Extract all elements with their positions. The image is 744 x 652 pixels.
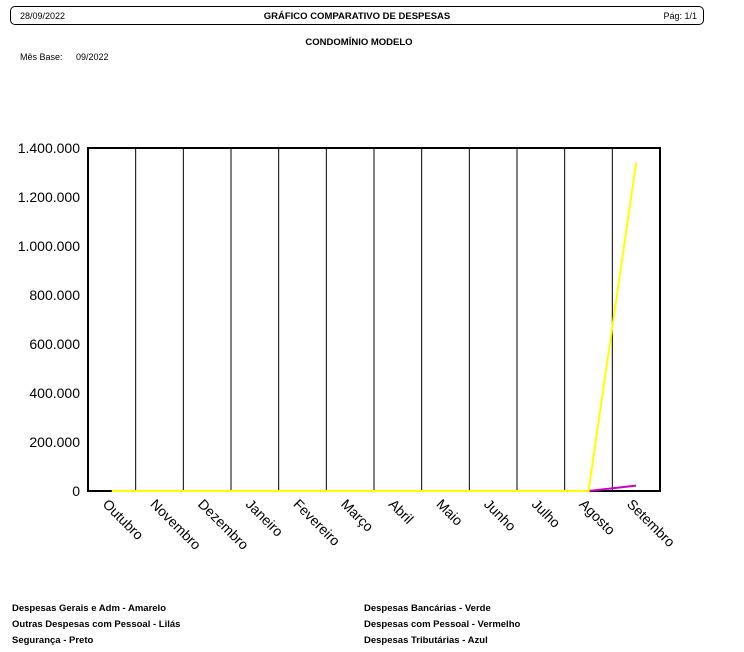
x-tick-label: Maio [433,496,466,529]
x-tick-label: Julho [529,496,564,531]
report-title: GRÁFICO COMPARATIVO DE DESPESAS [263,11,451,22]
y-tick-label: 600.000 [29,336,80,352]
base-month-label: Mês Base: [20,52,63,62]
legend-item: Despesas Gerais e Adm - Amarelo [12,603,167,614]
x-tick-label: Junho [481,496,519,534]
report-header: 28/09/2022 GRÁFICO COMPARATIVO DE DESPES… [10,6,704,25]
legend-item: Despesas Tributárias - Azul [364,635,488,646]
condominium-name: CONDOMÍNIO MODELO [305,37,413,48]
series-line [111,162,638,492]
legend-item: Outras Despesas com Pessoal - Lilás [12,619,181,630]
legend-item: Segurança - Preto [12,635,94,646]
y-tick-label: 1.000.000 [18,238,80,254]
x-tick-label: Setembro [624,496,678,550]
x-tick-label: Fevereiro [290,496,343,549]
y-tick-label: 800.000 [29,287,80,303]
x-tick-label: Abril [386,496,417,527]
y-tick-label: 1.400.000 [18,140,80,156]
base-month-value: 09/2022 [76,52,109,62]
y-tick-label: 1.200.000 [18,189,80,205]
y-tick-label: 400.000 [29,385,80,401]
legend-item: Despesas Bancárias - Verde [364,603,491,614]
expense-line-chart: 0 200.000 400.000 600.000 800.000 1.000.000 1.… [18,140,679,553]
x-tick-label: Janeiro [243,496,287,540]
x-tick-label: Agosto [576,496,618,538]
legend-item: Despesas com Pessoal - Vermelho [364,619,521,630]
x-tick-label: Outubro [100,496,147,543]
x-tick-label: Março [338,496,377,535]
report-date: 28/09/2022 [20,11,66,21]
x-tick-label: Dezembro [195,496,252,553]
page-number: Pág: 1/1 [663,11,697,21]
y-tick-label: 0 [72,483,80,499]
x-tick-label: Novembro [147,496,204,553]
y-tick-label: 200.000 [29,434,80,450]
